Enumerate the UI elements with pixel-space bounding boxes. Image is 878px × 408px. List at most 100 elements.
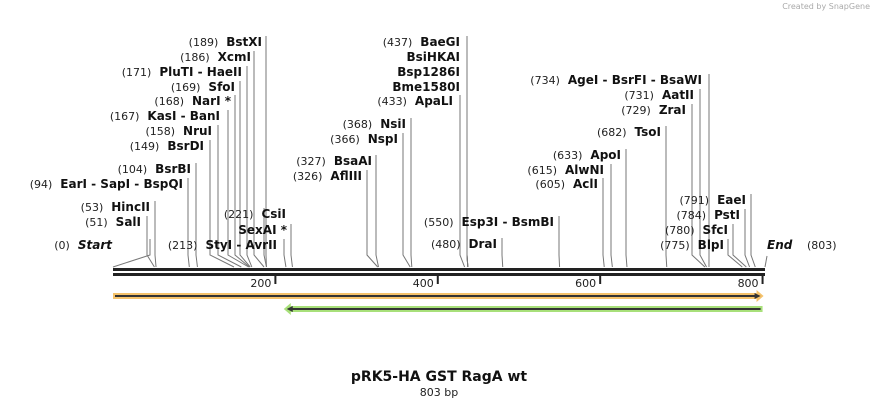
- enzyme-name: PstI: [714, 208, 740, 222]
- enzyme-name: XcmI: [218, 50, 251, 64]
- end-position: (803): [807, 239, 837, 252]
- ruler-tick: [436, 276, 439, 284]
- restriction-site-label[interactable]: (221) CsiI: [224, 207, 286, 221]
- snapgene-credit: Created by SnapGene: [782, 2, 870, 11]
- site-position: (149): [130, 140, 160, 153]
- site-leader-line: [263, 208, 267, 268]
- restriction-site-label[interactable]: (189) BstXI: [189, 35, 262, 49]
- site-position: (729): [621, 104, 651, 117]
- site-position: (186): [180, 51, 210, 64]
- site-leader-line: [154, 201, 157, 268]
- restriction-site-label[interactable]: (368) NsiI: [343, 117, 406, 131]
- site-position: (734): [530, 74, 560, 87]
- restriction-site-label[interactable]: (791) EaeI: [680, 193, 747, 207]
- site-position: (53): [81, 201, 104, 214]
- site-position: (366): [330, 133, 360, 146]
- enzyme-name: Bme1580I: [392, 80, 460, 94]
- enzyme-name: NarI *: [192, 94, 232, 108]
- restriction-site-label[interactable]: (51) SalI: [85, 215, 141, 229]
- ruler-tick-label: 800: [738, 277, 759, 290]
- site-position: (169): [171, 81, 201, 94]
- enzyme-name: AflIII: [330, 169, 362, 183]
- enzyme-name: BstXI: [226, 35, 262, 49]
- restriction-site-label[interactable]: (171) PluTI - HaeII: [122, 65, 242, 79]
- site-position: (104): [118, 163, 148, 176]
- restriction-site-label[interactable]: (366) NspI: [330, 132, 398, 146]
- site-leader-line: [209, 140, 235, 268]
- site-leader-line: [239, 81, 251, 268]
- enzyme-name: BaeGI: [420, 35, 460, 49]
- ruler-tick: [599, 276, 602, 284]
- restriction-site-label[interactable]: (615) AlwNI: [527, 163, 604, 177]
- enzyme-name: CsiI: [261, 207, 286, 221]
- site-position: (605): [535, 178, 565, 191]
- enzyme-name: SexAI *: [238, 223, 287, 237]
- site-position: (94): [30, 178, 53, 191]
- restriction-site-label[interactable]: (605) AclI: [535, 177, 598, 191]
- restriction-site-label[interactable]: Bme1580I: [392, 80, 460, 94]
- restriction-site-label[interactable]: (168) NarI *: [154, 94, 231, 108]
- enzyme-name: BsrDI: [167, 139, 204, 153]
- restriction-site-label[interactable]: SexAI *: [238, 223, 287, 237]
- site-leader-line: [146, 216, 155, 268]
- restriction-site-label[interactable]: (327) BsaAI: [296, 154, 372, 168]
- site-leader-line: [112, 239, 151, 268]
- restriction-site-label[interactable]: BsiHKAI: [407, 50, 461, 64]
- restriction-site-label[interactable]: (682) TsoI: [597, 125, 661, 139]
- restriction-site-label[interactable]: (53) HincII: [81, 200, 150, 214]
- site-leader-line: [195, 163, 198, 268]
- enzyme-name: EarI - SapI - BspQI: [60, 177, 183, 191]
- restriction-site-label[interactable]: (167) KasI - BanI: [110, 109, 220, 123]
- ruler-tick-label: 400: [413, 277, 434, 290]
- restriction-site-label[interactable]: (433) ApaLI: [377, 94, 453, 108]
- site-leader-line: [750, 194, 756, 268]
- site-position: (791): [680, 194, 710, 207]
- restriction-site-label[interactable]: (326) AflIII: [293, 169, 362, 183]
- enzyme-name: ApaLI: [415, 94, 453, 108]
- site-position: (158): [145, 125, 175, 138]
- enzyme-name: NruI: [183, 124, 212, 138]
- site-leader-line: [501, 238, 504, 268]
- restriction-site-label[interactable]: (0) Start: [54, 238, 113, 252]
- restriction-site-label[interactable]: (186) XcmI: [180, 50, 251, 64]
- site-position: (189): [189, 36, 219, 49]
- enzyme-name: Esp3I - BsmBI: [462, 215, 554, 229]
- enzyme-name: Bsp1286I: [397, 65, 460, 79]
- restriction-site-label[interactable]: (480) DraI: [431, 237, 497, 251]
- enzyme-name: AclI: [573, 177, 598, 191]
- restriction-site-label[interactable]: (104) BsrBI: [118, 162, 191, 176]
- site-leader-line: [665, 126, 668, 268]
- restriction-site-label[interactable]: (734) AgeI - BsrFI - BsaWI: [530, 73, 702, 87]
- enzyme-name: BsaAI: [334, 154, 372, 168]
- forward-feature-arrow[interactable]: [113, 290, 764, 302]
- restriction-site-label[interactable]: (731) AatII: [624, 88, 694, 102]
- restriction-site-label[interactable]: (213) StyI - AvrII: [168, 238, 277, 252]
- restriction-site-label[interactable]: (775) BlpI: [660, 238, 724, 252]
- site-leader-line: [410, 118, 413, 268]
- restriction-site-label[interactable]: (550) Esp3I - BsmBI: [424, 215, 554, 229]
- enzyme-name: Start: [78, 238, 113, 252]
- restriction-site-label[interactable]: (633) ApoI: [553, 148, 621, 162]
- features: [113, 290, 764, 315]
- restriction-site-label[interactable]: Bsp1286I: [397, 65, 460, 79]
- end-site: End (803): [764, 238, 837, 268]
- site-leader-line: [217, 125, 242, 268]
- restriction-site-label[interactable]: (729) ZraI: [621, 103, 686, 117]
- site-leader-line: [466, 81, 469, 268]
- enzyme-name: SalI: [116, 215, 141, 229]
- site-position: (171): [122, 66, 152, 79]
- restriction-site-label[interactable]: (784) PstI: [676, 208, 740, 222]
- restriction-site-label[interactable]: (158) NruI: [145, 124, 212, 138]
- restriction-site-label[interactable]: (437) BaeGI: [383, 35, 460, 49]
- site-leader-line: [625, 149, 628, 268]
- restriction-site-label[interactable]: (94) EarI - SapI - BspQI: [30, 177, 183, 191]
- site-position: (51): [85, 216, 108, 229]
- reverse-feature-arrow[interactable]: [283, 303, 763, 315]
- ruler-tick-label: 600: [575, 277, 596, 290]
- restriction-site-label[interactable]: (169) SfoI: [171, 80, 235, 94]
- restriction-site-label[interactable]: (780) SfcI: [665, 223, 728, 237]
- enzyme-name: EaeI: [717, 193, 746, 207]
- enzyme-name: BsiHKAI: [407, 50, 461, 64]
- site-leader-line: [459, 95, 466, 268]
- restriction-site-label[interactable]: (149) BsrDI: [130, 139, 204, 153]
